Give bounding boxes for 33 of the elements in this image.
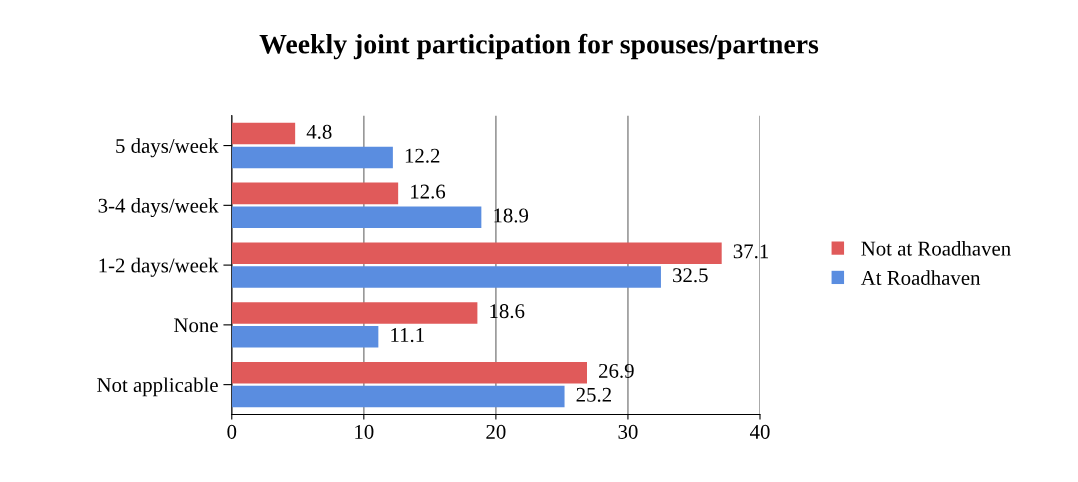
y-tick-label: 3-4 days/week: [98, 198, 219, 218]
data-label: 12.2: [405, 148, 440, 163]
bar: [231, 385, 565, 408]
bar: [231, 266, 661, 288]
y-tick-label: 1-2 days/week: [99, 257, 219, 277]
x-tick-label: 10: [355, 424, 374, 439]
x-tick-label: 30: [618, 424, 638, 439]
bar: [231, 206, 482, 229]
bar: [231, 361, 587, 384]
chart-title: Weekly joint participation for spouses/partners: [259, 33, 819, 60]
x-tick-label: 40: [749, 424, 770, 439]
y-tick-label: None: [174, 318, 218, 333]
y-tick-label: 5 days/week: [116, 138, 219, 158]
bar: [231, 182, 399, 205]
bar: [231, 122, 296, 145]
x-tick-label: 20: [486, 424, 506, 439]
data-label: 32.5: [673, 268, 708, 283]
data-label: 18.9: [494, 208, 529, 223]
data-label: 26.9: [599, 363, 634, 378]
data-label: 12.6: [411, 184, 446, 199]
bar: [231, 302, 478, 324]
data-label: 25.2: [576, 387, 611, 402]
bar: [231, 242, 722, 264]
y-tick-label: Not applicable: [97, 377, 218, 397]
data-label: 37.1: [733, 244, 769, 259]
data-label: 4.8: [306, 124, 332, 139]
x-tick-label: 0: [227, 424, 237, 439]
legend-label: Not at Roadhaven: [861, 241, 1011, 256]
legend-label: At Roadhaven: [860, 270, 981, 285]
bar: [231, 326, 379, 348]
data-label: 11.1: [391, 328, 424, 343]
bar: [231, 146, 393, 169]
data-label: 18.6: [490, 304, 525, 319]
